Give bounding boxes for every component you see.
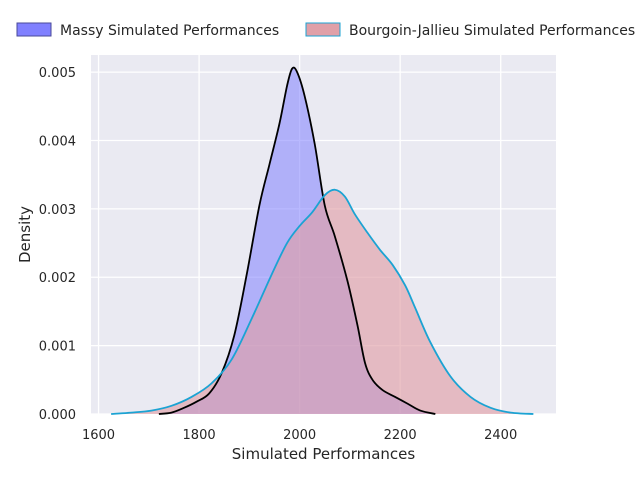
bourgoin-area-fill — [111, 189, 534, 414]
legend-swatch-massy — [16, 22, 52, 37]
bourgoin-density-line — [111, 188, 534, 415]
x-tick-label: 2200 — [384, 428, 417, 443]
massy-density-line — [158, 66, 436, 415]
x-axis-label: Simulated Performances — [232, 445, 416, 463]
density-areas — [111, 66, 534, 415]
y-tick-label: 0.000 — [39, 408, 76, 423]
x-tick-label: 2000 — [283, 428, 316, 443]
legend-label-massy: Massy Simulated Performances — [60, 23, 279, 39]
x-axis-ticks: 1600 1800 2000 2200 2400 — [82, 428, 517, 443]
y-tick-label: 0.004 — [39, 134, 76, 149]
y-tick-label: 0.005 — [39, 66, 76, 81]
x-tick-label: 1600 — [82, 428, 115, 443]
legend-label-bourgoin: Bourgoin-Jallieu Simulated Performances — [349, 23, 635, 39]
x-tick-label: 2400 — [484, 428, 517, 443]
y-tick-label: 0.002 — [39, 271, 76, 286]
y-tick-label: 0.003 — [39, 203, 76, 218]
y-tick-label: 0.001 — [39, 340, 76, 355]
y-axis-label: Density — [16, 206, 34, 263]
x-tick-label: 1800 — [183, 428, 216, 443]
y-axis-ticks: 0.000 0.001 0.002 0.003 0.004 0.005 — [39, 66, 76, 423]
legend: Massy Simulated Performances Bourgoin-Ja… — [16, 22, 635, 39]
legend-swatch-bourgoin — [305, 22, 341, 37]
